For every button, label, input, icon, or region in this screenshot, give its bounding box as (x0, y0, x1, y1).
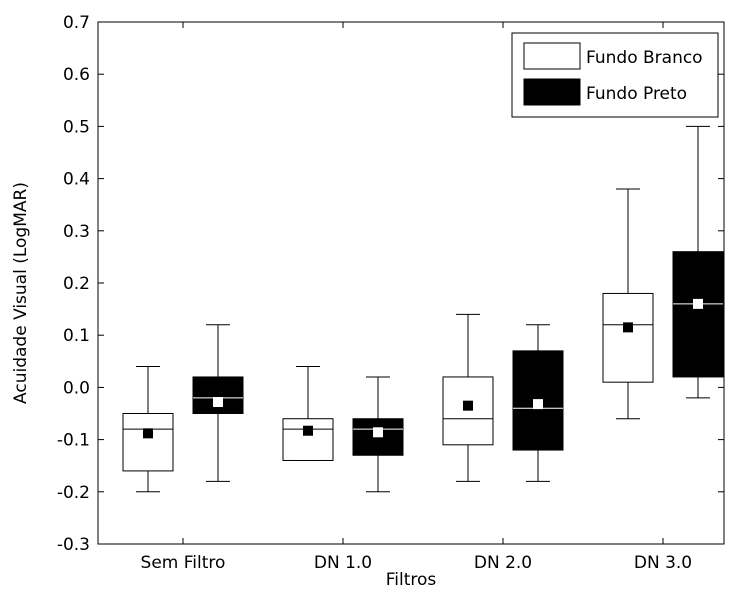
mean-marker (463, 400, 473, 411)
box-1-1 (122, 366, 174, 493)
legend-label: Fundo Branco (586, 48, 703, 68)
series-1 (122, 188, 654, 493)
y-tick-label: 0.3 (63, 222, 90, 242)
legend-swatch (523, 42, 581, 70)
box-iqr (192, 376, 244, 414)
box-1-4 (602, 188, 654, 420)
box-1-3 (442, 313, 494, 482)
y-tick-label: 0.2 (63, 274, 90, 294)
box-2-3 (512, 324, 564, 482)
legend-label: Fundo Preto (586, 84, 687, 104)
box-2-1 (192, 324, 244, 482)
x-tick-label: DN 1.0 (314, 553, 372, 573)
mean-marker (373, 427, 383, 438)
y-tick-label: -0.2 (57, 483, 90, 503)
y-tick-label: -0.3 (57, 535, 90, 555)
legend-swatch (523, 78, 581, 106)
box-iqr (282, 418, 334, 461)
y-tick-label: -0.1 (57, 431, 90, 451)
series-2 (192, 125, 724, 493)
box-iqr (442, 376, 494, 446)
mean-marker (623, 322, 633, 333)
plot-marks (122, 125, 724, 493)
y-axis-title: Acuidade Visual (LogMAR) (11, 182, 31, 404)
mean-marker (213, 397, 223, 408)
y-tick-label: 0.4 (63, 170, 90, 190)
mean-marker (693, 298, 703, 309)
mean-marker (143, 428, 153, 439)
box-iqr (672, 251, 724, 378)
x-tick-label: Sem Filtro (141, 553, 226, 573)
box-iqr (122, 413, 174, 472)
box-2-2 (352, 376, 404, 493)
y-axis: -0.3 -0.2 -0.1 0.0 0.1 0.2 0.3 0.4 0.5 0.6 0.7 (57, 13, 724, 555)
x-axis-title: Filtros (386, 570, 437, 590)
y-tick-label: 0.7 (63, 13, 90, 33)
legend-entry-2: Fundo Preto (523, 78, 687, 106)
x-axis: Sem Filtro DN 1.0 DN 2.0 DN 3.0 (141, 22, 692, 573)
box-iqr (602, 292, 654, 383)
mean-marker (303, 425, 313, 436)
y-tick-label: 0.1 (63, 326, 90, 346)
legend: Fundo Branco Fundo Preto (511, 32, 719, 118)
box-1-2 (282, 366, 334, 461)
legend-entry-1: Fundo Branco (523, 42, 703, 70)
y-tick-label: 0.0 (63, 378, 90, 398)
x-tick-label: DN 2.0 (474, 553, 532, 573)
x-tick-label: DN 3.0 (634, 553, 692, 573)
y-tick-label: 0.6 (63, 65, 90, 85)
box-2-4 (672, 125, 724, 399)
y-tick-label: 0.5 (63, 117, 90, 137)
mean-marker (533, 399, 543, 410)
